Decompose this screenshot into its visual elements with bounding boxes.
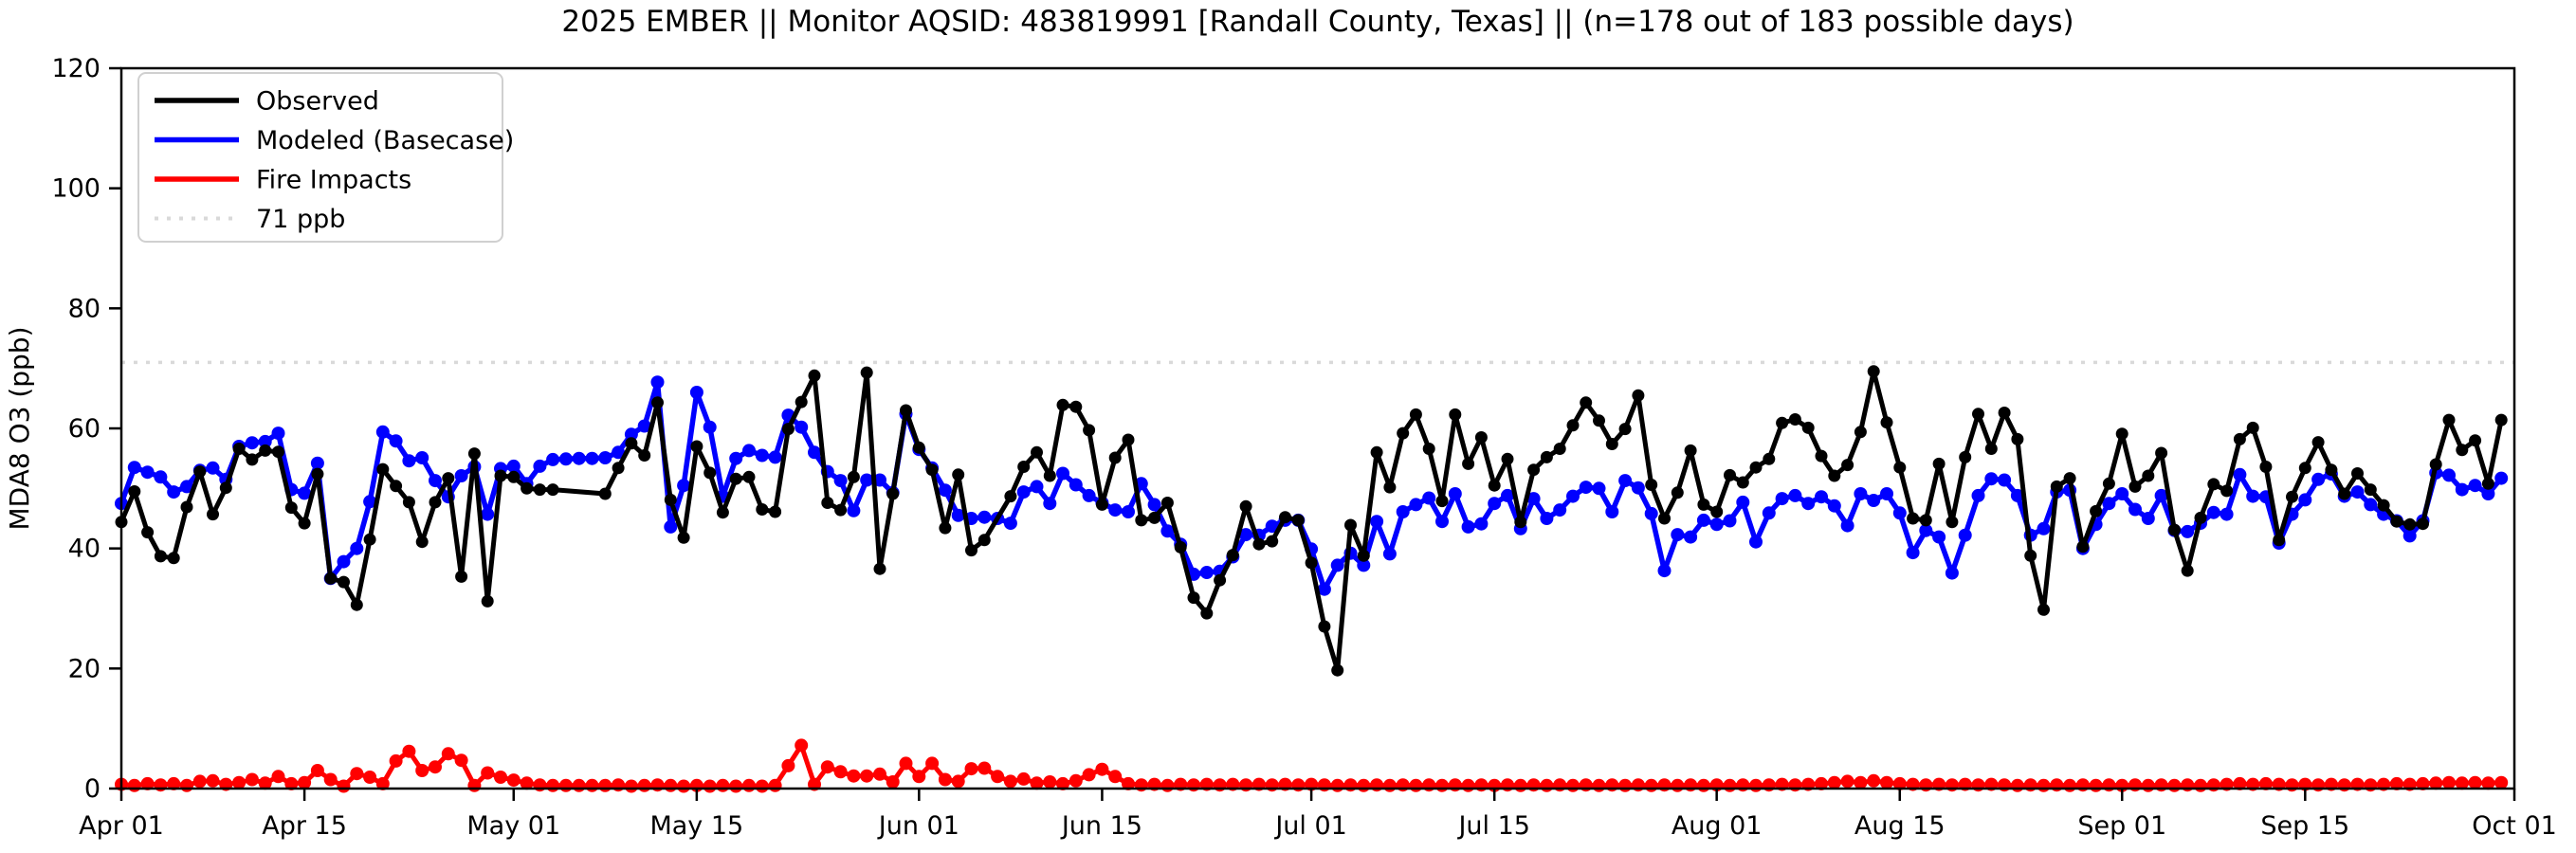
y-tick-label: 100 (51, 174, 100, 204)
x-tick-label: Jul 15 (1456, 811, 1530, 841)
y-tick-label: 60 (68, 414, 100, 444)
x-tick-label: Sep 01 (2077, 811, 2166, 841)
fire-impacts-series (115, 738, 2509, 793)
x-tick-label: Apr 15 (262, 811, 347, 841)
x-tick-label: May 15 (649, 811, 743, 841)
y-tick-label: 120 (51, 54, 100, 83)
legend-label: Observed (256, 87, 379, 117)
plot-area: 0 20 40 60 80 100 120 Apr 01 Apr 15 May 01 May 15 J… (51, 54, 2556, 841)
x-tick-label: Aug 01 (1672, 811, 1763, 841)
x-tick-label: Oct 01 (2472, 811, 2557, 841)
x-tick-label: Jul 01 (1273, 811, 1347, 841)
x-tick-label: Apr 01 (79, 811, 164, 841)
y-tick-label: 20 (68, 654, 100, 683)
legend-box: Observed Modeled (Basecase) Fire Impacts 71… (137, 72, 514, 243)
legend-label: Fire Impacts (256, 166, 411, 195)
legend-label: Modeled (Basecase) (256, 126, 514, 155)
y-tick-label: 80 (68, 294, 100, 323)
x-axis-ticks: Apr 01 Apr 15 May 01 May 15 Jun 01 Jun 15 Jul … (79, 789, 2557, 841)
y-tick-label: 0 (84, 774, 100, 804)
y-axis-ticks: 0 20 40 60 80 100 120 (51, 54, 121, 804)
chart-title: 2025 EMBER || Monitor AQSID: 483819991 [… (561, 5, 2074, 39)
x-tick-label: Jun 01 (877, 811, 959, 841)
x-tick-label: Sep 15 (2260, 811, 2349, 841)
y-axis-label: MDA8 O3 (ppb) (4, 326, 35, 530)
observed-series (115, 365, 2508, 677)
legend-frame (137, 72, 503, 243)
x-tick-label: May 01 (466, 811, 560, 841)
y-tick-label: 40 (68, 535, 100, 564)
x-tick-label: Jun 15 (1060, 811, 1142, 841)
legend-label: 71 ppb (256, 205, 345, 234)
x-tick-label: Aug 15 (1854, 811, 1946, 841)
